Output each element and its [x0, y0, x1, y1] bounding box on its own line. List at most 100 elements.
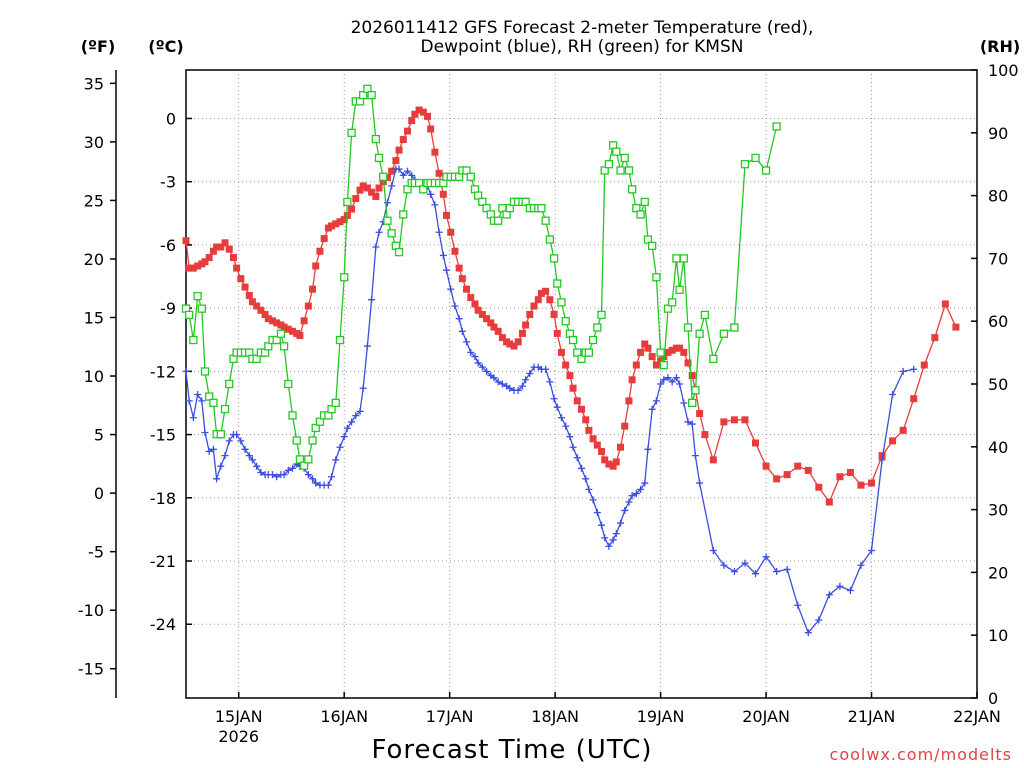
dewpoint-point-64: [435, 228, 443, 236]
2-meter-temperature-point-51: [383, 173, 391, 181]
rh-point-94: [553, 279, 562, 288]
rh-point-92: [545, 235, 555, 244]
2-meter-temperature-point-114: [632, 361, 640, 369]
2-meter-temperature-point-82: [506, 340, 514, 348]
2-meter-temperature-point-88: [530, 302, 538, 310]
2-meter-temperature-point-46: [363, 184, 371, 192]
plot-frame: [185, 69, 978, 699]
dewpoint-point-92: [546, 378, 554, 386]
dewpoint-point-32: [309, 475, 317, 483]
2-meter-temperature-point-62: [427, 125, 435, 133]
chart-title-line1: 2026011412 GFS Forecast 2-meter Temperat…: [351, 18, 814, 38]
rh-point-86: [521, 197, 530, 207]
2-meter-temperature-point-80: [498, 334, 506, 342]
2-meter-temperature-point-92: [546, 296, 554, 304]
rh-point-90: [537, 204, 546, 213]
rh-point-5: [200, 367, 210, 376]
2-meter-temperature-point-86: [522, 321, 530, 329]
2-meter-temperature-point-13: [233, 264, 241, 272]
rh-point-26: [284, 379, 293, 389]
dewpoint-point-71: [463, 338, 471, 346]
2-meter-temperature-point-57: [408, 117, 416, 125]
dewpoint-point-134: [741, 559, 749, 567]
rh-point-137: [761, 166, 771, 175]
2-meter-temperature-point-102: [585, 426, 593, 434]
2-meter-temperature-point-72: [467, 294, 475, 302]
dewpoint-point-45: [359, 384, 367, 392]
rh-point-133: [719, 329, 729, 338]
rh-point-29: [295, 455, 305, 464]
2-meter-temperature-point-151: [910, 395, 918, 403]
2-meter-temperature-point-98: [569, 384, 577, 392]
dewpoint-point-7: [209, 445, 217, 453]
rh-point-119: [652, 273, 661, 282]
rh-point-75: [478, 197, 487, 207]
2-meter-temperature-point-152: [920, 361, 928, 369]
dewpoint-point-140: [804, 629, 812, 637]
dewpoint-point-76: [483, 367, 491, 375]
2-meter-temperature-point-143: [825, 498, 833, 506]
chart-title-line2: Dewpoint (blue), RH (green) for KMSN: [421, 37, 744, 57]
2-meter-temperature-point-117: [644, 344, 652, 352]
x-tick-label-1: 16JAN: [320, 707, 368, 726]
rh-point-59: [414, 178, 424, 188]
dewpoint-point-56: [403, 167, 411, 175]
dewpoint-point-112: [625, 498, 633, 506]
2-meter-temperature-point-108: [609, 462, 617, 470]
2-meter-temperature-point-8: [213, 243, 221, 251]
dewpoint-point-70: [458, 327, 466, 335]
2-meter-temperature-point-145: [846, 469, 854, 477]
2-meter-temperature-point-153: [931, 334, 939, 342]
2-meter-temperature-point-53: [392, 157, 400, 165]
rh-unit-label: (RH): [980, 37, 1020, 56]
2-meter-temperature-point-120: [657, 357, 665, 365]
2-meter-temperature-point-15: [241, 283, 249, 291]
dewpoint-point-9: [217, 462, 225, 470]
rh-point-105: [597, 310, 606, 320]
rh-point-47: [367, 90, 376, 100]
rh-point-134: [730, 323, 739, 332]
c-tick-label-4: -12: [150, 362, 176, 381]
dewpoint-point-110: [617, 519, 625, 527]
rh-point-48: [371, 134, 380, 144]
rh-point-117: [643, 235, 653, 244]
dewpoint-point-52: [388, 182, 396, 190]
dewpoint-point-120: [657, 380, 665, 388]
2-meter-temperature-point-113: [628, 376, 636, 384]
dewpoint-point-74: [474, 359, 482, 367]
fahrenheit-unit-label: (ºF): [81, 37, 116, 56]
rh-point-98: [568, 335, 578, 345]
rh-tick-label-5: 50: [988, 375, 1008, 394]
x-tick-label-2: 17JAN: [426, 707, 474, 726]
dewpoint-point-127: [684, 418, 692, 426]
dewpoint-point-115: [637, 485, 645, 493]
2-meter-temperature-point-26: [284, 325, 292, 333]
2-meter-temperature-point-0: [182, 237, 190, 245]
2-meter-temperature-point-52: [388, 167, 396, 175]
dewpoint-point-63: [431, 201, 439, 209]
dewpoint-point-18: [253, 462, 261, 470]
f-tick-label-6: 5: [94, 426, 104, 445]
dewpoint-point-105: [598, 521, 606, 529]
rh-tick-label-0: 100: [988, 61, 1019, 80]
2-meter-temperature-point-40: [340, 216, 348, 224]
dewpoint-point-137: [773, 568, 781, 576]
x-tick-label-7: 22JAN: [953, 707, 1001, 726]
rh-line: [185, 87, 778, 467]
dewpoint-point-130: [696, 479, 704, 487]
rh-point-76: [482, 204, 491, 213]
dewpoint-point-95: [557, 414, 565, 422]
2-meter-temperature-point-154: [941, 300, 949, 308]
dewpoint-point-42: [348, 418, 356, 426]
2-meter-temperature-point-60: [419, 108, 427, 116]
x-tick-sublabel-0: 2026: [218, 727, 259, 746]
rh-point-18: [252, 354, 261, 364]
rh-point-50: [379, 172, 388, 181]
dewpoint-point-114: [632, 490, 640, 498]
rh-point-1: [185, 310, 194, 320]
c-tick-label-0: 0: [166, 109, 176, 128]
rh-point-130: [695, 329, 704, 338]
dewpoint-point-121: [660, 376, 668, 384]
dewpoint-point-14: [237, 437, 245, 445]
dewpoint-point-113: [628, 492, 636, 500]
